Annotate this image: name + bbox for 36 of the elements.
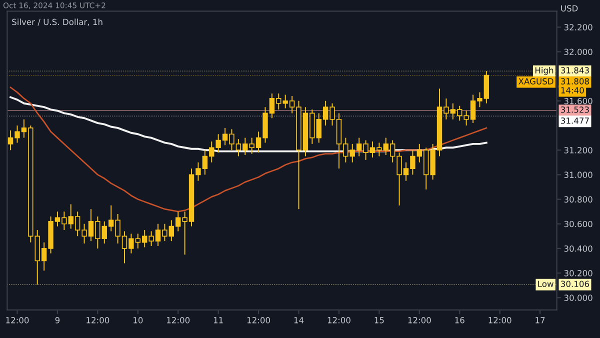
y-tick-label: 30.400 [564,245,592,252]
x-tick-label: 12:00 [6,317,29,324]
annotation: Low [538,280,554,288]
x-tick-label: 17 [536,317,545,324]
x-tick-label: 12:00 [247,317,270,324]
x-tick-label: 12:00 [488,317,512,324]
ref-line-label: 31.477 [561,117,589,124]
x-tick-label: 15 [374,317,384,324]
y-tick-label: 32.200 [564,24,592,30]
text: 14:40 [561,87,584,94]
y-tick-label: 30.200 [564,270,592,276]
y-tick-label: 31.600 [564,98,592,104]
line-series [10,86,488,212]
y-tick-label: 30.600 [564,220,592,228]
text: Silver / U.S. Dollar, 1h [12,18,102,26]
x-tick-label: 9 [55,317,60,324]
x-tick-label: 12:00 [328,317,350,324]
x-tick-label: 16 [455,317,464,324]
ref-line-label: 30.106 [561,280,590,288]
y-tick-label: 30.000 [564,294,592,301]
y-tick-label: 30.800 [564,196,592,203]
x-tick-label: 12:00 [86,317,110,324]
annotation: XAGUSD [518,78,554,84]
ref-line-label: 31.808 [561,78,589,84]
x-tick-label: 10 [134,317,143,324]
x-tick-label: 12:00 [408,317,431,324]
y-tick-label: 31.200 [564,147,592,154]
x-tick-label: 14 [294,317,304,324]
x-tick-label: 11 [214,317,223,324]
ref-line-label: 31.843 [561,67,589,74]
y-tick-label: 32.000 [564,48,592,56]
ref-line-label: 31.523 [561,106,589,113]
annotation: High [535,67,554,76]
x-tick-label: 12:00 [167,317,190,324]
y-tick-label: 31.000 [564,172,592,178]
y-axis-title: USD [561,5,578,12]
